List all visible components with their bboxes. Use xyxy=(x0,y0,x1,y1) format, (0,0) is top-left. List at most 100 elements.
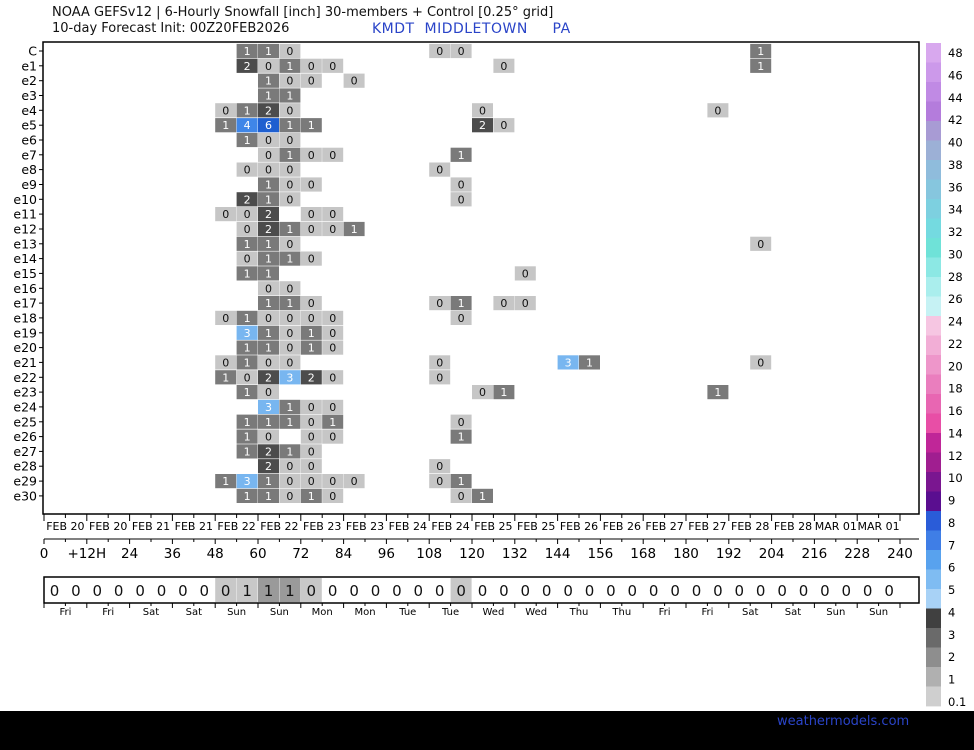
colorbar-label: 26 xyxy=(948,292,963,306)
member-label: e25 xyxy=(13,414,37,429)
cell-value: 0 xyxy=(265,60,272,73)
heatmap-cell xyxy=(279,132,301,148)
cell-value: 1 xyxy=(244,356,251,369)
heatmap-cell xyxy=(322,414,344,429)
cell-value: 1 xyxy=(458,475,465,488)
member-label: e6 xyxy=(21,133,37,148)
cell-value: 3 xyxy=(244,327,251,340)
cell-value: 0 xyxy=(286,238,293,251)
mean-value: 0 xyxy=(756,582,766,600)
mean-value: 0 xyxy=(499,582,509,600)
cell-value: 0 xyxy=(244,371,251,384)
hour-label: 0 xyxy=(40,546,49,562)
cell-value: 0 xyxy=(308,208,315,221)
credit-link[interactable]: weathermodels.com xyxy=(777,714,910,729)
cell-value: 0 xyxy=(244,223,251,236)
member-label: e1 xyxy=(21,58,37,73)
member-label: e8 xyxy=(21,162,37,177)
heatmap-cell xyxy=(279,310,301,325)
member-label: e5 xyxy=(21,118,37,133)
heatmap-cell xyxy=(429,370,451,385)
heatmap-cell xyxy=(236,355,258,370)
mean-cell xyxy=(300,578,322,602)
member-label: e29 xyxy=(13,474,37,489)
date-label: FEB 24 xyxy=(431,520,469,533)
cell-value: 0 xyxy=(458,490,465,503)
heatmap-cell xyxy=(258,296,279,311)
cell-value: 1 xyxy=(286,401,293,414)
heatmap-cell xyxy=(279,340,301,355)
cell-value: 0 xyxy=(286,282,293,295)
colorbar-label: 20 xyxy=(948,359,963,373)
day-label: Fri xyxy=(701,607,713,618)
colorbar-label: 0.1 xyxy=(948,695,966,709)
cell-value: 0 xyxy=(265,149,272,162)
colorbar-segment xyxy=(926,491,941,512)
heatmap-cell xyxy=(236,58,258,73)
heatmap-cell xyxy=(236,162,258,177)
mean-value: 0 xyxy=(157,582,167,600)
cell-value: 0 xyxy=(308,460,315,473)
member-label: e18 xyxy=(13,310,37,325)
mean-value: 0 xyxy=(307,582,317,600)
cell-value: 0 xyxy=(286,193,293,206)
heatmap-cell xyxy=(300,370,322,385)
mean-value: 0 xyxy=(713,582,723,600)
cell-value: 0 xyxy=(265,431,272,444)
heatmap-cell xyxy=(236,132,258,148)
heatmap-cell xyxy=(322,340,344,355)
cell-value: 1 xyxy=(244,104,251,117)
heatmap-cell xyxy=(300,474,322,489)
mean-value: 0 xyxy=(392,582,402,600)
heatmap-cell xyxy=(343,221,365,237)
mean-value: 1 xyxy=(264,582,274,600)
heatmap-cell xyxy=(300,399,322,414)
heatmap-cell xyxy=(279,118,301,133)
member-labels: Ce1e2e3e4e5e6e7e8e9e10e11e12e13e14e15e16… xyxy=(13,44,43,503)
heatmap-cell xyxy=(258,58,279,73)
cell-value: 1 xyxy=(244,134,251,147)
heatmap-cell xyxy=(279,236,301,251)
heatmap-cell xyxy=(258,132,279,148)
cell-value: 0 xyxy=(308,60,315,73)
cell-value: 0 xyxy=(479,104,486,117)
colorbar-segment xyxy=(926,667,941,687)
mean-value: 0 xyxy=(456,582,466,600)
heatmap-cell xyxy=(236,385,258,400)
mean-row-frame xyxy=(43,576,920,604)
cell-value: 1 xyxy=(308,490,315,503)
cell-value: 0 xyxy=(436,475,443,488)
heatmap-cell xyxy=(236,444,258,459)
cell-value: 0 xyxy=(308,253,315,266)
date-label: MAR 01 xyxy=(858,520,900,533)
cell-value: 0 xyxy=(222,356,229,369)
mean-value: 0 xyxy=(414,582,424,600)
member-label: e15 xyxy=(13,266,37,281)
cell-value: 3 xyxy=(244,475,251,488)
colorbar-label: 46 xyxy=(948,68,963,82)
colorbar-segment xyxy=(926,121,941,141)
mean-value: 0 xyxy=(349,582,359,600)
cell-value: 0 xyxy=(329,312,336,325)
colorbar-segment xyxy=(926,238,941,258)
heatmap-cell xyxy=(279,177,301,192)
cell-value: 0 xyxy=(329,401,336,414)
cell-value: 1 xyxy=(244,431,251,444)
cell-value: 0 xyxy=(244,253,251,266)
heatmap-cell xyxy=(300,58,322,73)
cell-value: 0 xyxy=(308,445,315,458)
colorbar-label: 18 xyxy=(948,382,963,396)
colorbar-label: 5 xyxy=(948,583,955,597)
heatmap-cell xyxy=(429,474,451,489)
cell-value: 1 xyxy=(586,356,593,369)
cell-value: 0 xyxy=(265,312,272,325)
cell-value: 2 xyxy=(265,208,272,221)
cell-value: 1 xyxy=(757,45,764,58)
cell-value: 0 xyxy=(286,460,293,473)
day-label: Fri xyxy=(59,607,71,618)
hour-label: 72 xyxy=(292,546,309,562)
cell-value: 1 xyxy=(265,475,272,488)
heatmap-cell xyxy=(322,147,344,162)
date-label: FEB 22 xyxy=(260,520,298,533)
cell-value: 0 xyxy=(308,75,315,88)
